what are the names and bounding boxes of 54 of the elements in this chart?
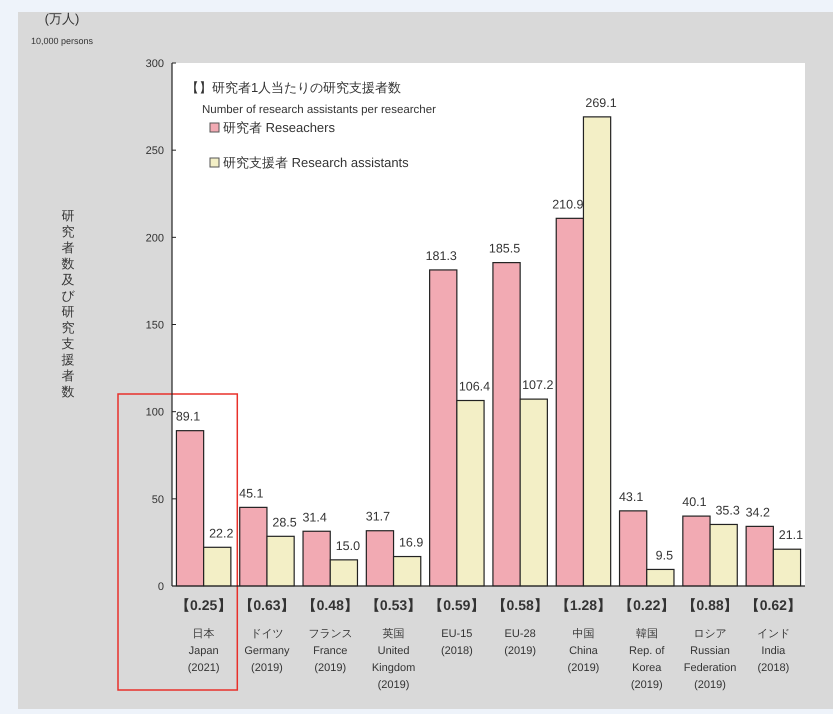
y-tick-label: 200 — [146, 232, 164, 244]
y-tick-label: 250 — [146, 145, 164, 158]
x-tick-label: 英国United Kingdom (2019) — [372, 627, 416, 691]
data-label: 21.1 — [778, 528, 804, 542]
x-tick-label: EU-15 (2018) — [440, 628, 473, 657]
data-label: 40.1 — [682, 495, 707, 510]
data-label: 89.1 — [176, 410, 200, 424]
y-tick-label: 100 — [146, 406, 164, 419]
legend-label: 研究支援者 Research assistants — [223, 155, 410, 170]
data-label: 106.4 — [458, 380, 490, 394]
y-tick-label: 50 — [152, 494, 164, 506]
text: 【0.59】 — [429, 597, 484, 613]
data-label: 35.3 — [715, 503, 740, 518]
x-tick-label: ロシアRussian Federation (2019) — [684, 628, 736, 691]
data-label: 28.5 — [272, 515, 297, 530]
text: 研究者数及び研究支援者数 — [62, 208, 74, 399]
annotation: Number of research assistants per researcher — [202, 104, 436, 116]
text: 10,000 persons — [30, 36, 94, 46]
y-tick-label: 0 — [158, 581, 164, 593]
data-label: 16.9 — [398, 536, 424, 550]
x-tick-label: ドイツGermany (2019) — [244, 628, 290, 674]
data-label: 22.2 — [209, 526, 234, 540]
data-label: 31.4 — [302, 510, 327, 524]
text: 【0.88】 — [682, 597, 738, 613]
data-label: 9.5 — [656, 548, 674, 562]
annotation: 【】研究者1人当たりの研究支援者数 — [186, 80, 402, 95]
x-tick-label: 韓国Rep. of Korea (2019) — [629, 627, 666, 691]
text: 【0.62】 — [746, 597, 801, 613]
data-label: 31.7 — [366, 510, 390, 524]
x-tick-label: EU-28 (2019) — [504, 628, 536, 657]
data-label: 107.2 — [522, 378, 554, 392]
data-label: 15.0 — [336, 538, 360, 553]
y-tick-label: 300 — [146, 58, 164, 70]
legend-label: 研究者 Reseachers — [223, 120, 336, 135]
x-tick-label: フランスFrance (2019) — [308, 628, 352, 674]
data-label: 210.9 — [552, 197, 584, 212]
data-label: 185.5 — [488, 242, 520, 256]
data-label: 43.1 — [618, 490, 644, 504]
data-label: 181.3 — [426, 248, 457, 263]
text: 【0.22】 — [619, 597, 674, 613]
text: 【0.58】 — [492, 597, 548, 613]
y-tick-label: 150 — [146, 320, 164, 332]
text: (万人) — [44, 11, 80, 26]
data-label: 45.1 — [239, 486, 264, 500]
text: 【0.25】 — [176, 597, 232, 613]
x-tick-label: 中国China (2019) — [568, 627, 600, 674]
text: 【0.53】 — [366, 597, 422, 613]
x-tick-label: インドIndia (2018) — [756, 628, 790, 674]
text: 【1.28】 — [556, 597, 612, 613]
data-label: 269.1 — [585, 96, 617, 110]
text: 【0.48】 — [302, 597, 358, 613]
data-label: 34.2 — [746, 505, 770, 520]
text: 【0.63】 — [239, 597, 295, 613]
x-tick-label: 日本Japan (2021) — [188, 627, 220, 674]
